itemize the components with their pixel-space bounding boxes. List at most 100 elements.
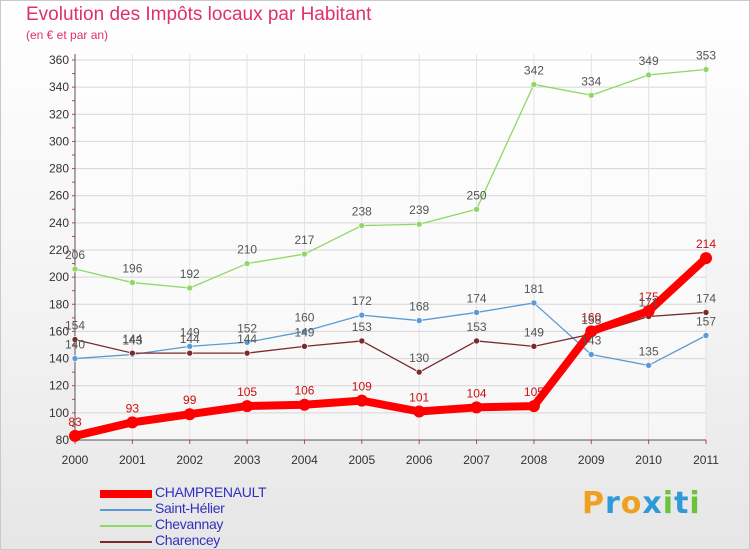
series-line-2 — [74, 68, 707, 289]
brand-letter: x — [642, 486, 663, 521]
data-label: 101 — [409, 391, 429, 405]
x-tick-label: 2007 — [463, 453, 490, 467]
data-point — [527, 400, 540, 413]
data-label: 196 — [122, 262, 142, 276]
brand-letter: o — [620, 486, 643, 521]
y-tick-label: 220 — [49, 243, 69, 257]
data-label: 93 — [126, 401, 140, 415]
data-label: 149 — [180, 325, 200, 339]
data-label: 239 — [409, 203, 429, 217]
data-label: 153 — [352, 320, 372, 334]
y-tick-label: 180 — [49, 297, 69, 311]
data-point — [69, 429, 81, 442]
y-tick-label: 160 — [49, 324, 69, 338]
data-point — [415, 220, 423, 228]
data-point — [241, 400, 254, 413]
data-label: 334 — [581, 74, 601, 88]
y-tick-label: 80 — [56, 433, 70, 447]
data-label: 171 — [639, 296, 659, 310]
data-point — [243, 260, 251, 267]
y-tick-label: 320 — [49, 107, 69, 121]
y-tick-label: 280 — [49, 162, 69, 176]
data-label: 130 — [409, 351, 429, 365]
brand-letter: P — [582, 486, 605, 521]
data-point — [415, 317, 423, 324]
y-tick-label: 260 — [49, 189, 69, 203]
data-label: 105 — [237, 385, 257, 399]
data-label: 238 — [352, 205, 372, 219]
data-point — [243, 349, 251, 357]
data-point — [642, 305, 655, 318]
data-label: 104 — [467, 386, 487, 400]
y-tick-label: 100 — [49, 406, 69, 420]
y-tick-label: 300 — [49, 134, 69, 148]
data-point — [473, 205, 480, 213]
data-label: 99 — [183, 393, 197, 407]
data-label: 143 — [122, 334, 142, 348]
data-label: 353 — [696, 49, 716, 63]
data-label: 160 — [294, 310, 314, 324]
chart-subtitle: (en € et par an) — [26, 28, 109, 42]
data-point — [301, 250, 308, 258]
data-point — [530, 81, 538, 88]
data-point — [473, 337, 480, 345]
x-tick-label: 2011 — [693, 453, 719, 467]
data-point — [587, 351, 595, 358]
legend-swatch — [100, 490, 152, 498]
data-point — [186, 343, 194, 350]
data-label: 210 — [237, 243, 257, 257]
y-tick-label: 360 — [49, 53, 69, 67]
x-tick-label: 2004 — [291, 453, 318, 467]
legend-label: Charencey — [155, 532, 221, 548]
data-point — [645, 362, 652, 369]
data-point — [702, 309, 710, 316]
data-point — [71, 355, 79, 362]
axes: 8010012014016018020022024026028030032034… — [49, 53, 719, 467]
data-point — [700, 252, 712, 265]
data-label: 143 — [581, 334, 601, 348]
y-tick-label: 200 — [49, 270, 69, 284]
data-label: 217 — [294, 233, 314, 247]
brand-letter: t — [674, 486, 690, 521]
x-tick-label: 2010 — [635, 453, 662, 467]
x-tick-label: 2002 — [176, 453, 203, 467]
data-point — [702, 66, 710, 73]
data-label: 174 — [467, 291, 487, 305]
brand-letter: r — [605, 486, 621, 521]
data-label: 214 — [696, 237, 716, 251]
data-label: 144 — [237, 332, 257, 346]
data-label: 174 — [696, 291, 716, 305]
data-label: 158 — [581, 313, 601, 327]
data-label: 83 — [68, 415, 82, 429]
y-tick-label: 340 — [49, 80, 69, 94]
data-point — [530, 299, 538, 307]
chart-title: Evolution des Impôts locaux par Habitant — [26, 4, 372, 25]
data-label: 149 — [294, 325, 314, 339]
series-group — [69, 66, 712, 442]
data-point — [702, 332, 710, 339]
data-point — [129, 279, 136, 286]
data-label: 140 — [65, 338, 85, 352]
legend-swatch — [100, 541, 152, 543]
data-label: 149 — [524, 325, 544, 339]
data-label: 349 — [639, 54, 659, 68]
data-label: 168 — [409, 300, 429, 314]
data-point — [186, 284, 194, 292]
data-point — [358, 222, 366, 229]
data-point — [470, 401, 483, 414]
data-label: 181 — [524, 282, 544, 296]
y-tick-label: 240 — [49, 216, 69, 230]
data-label: 192 — [180, 267, 200, 281]
data-point — [126, 416, 139, 429]
data-point — [473, 309, 480, 316]
legend-label: CHAMPRENAULT — [155, 484, 267, 500]
data-point — [585, 325, 598, 338]
x-tick-label: 2006 — [406, 453, 433, 467]
data-label: 144 — [180, 332, 200, 346]
legend-label: Saint-Hélier — [155, 500, 225, 516]
brand-letter: i — [662, 486, 675, 521]
data-label: 157 — [696, 315, 716, 329]
y-tick-label: 120 — [49, 379, 69, 393]
data-point — [358, 311, 366, 319]
